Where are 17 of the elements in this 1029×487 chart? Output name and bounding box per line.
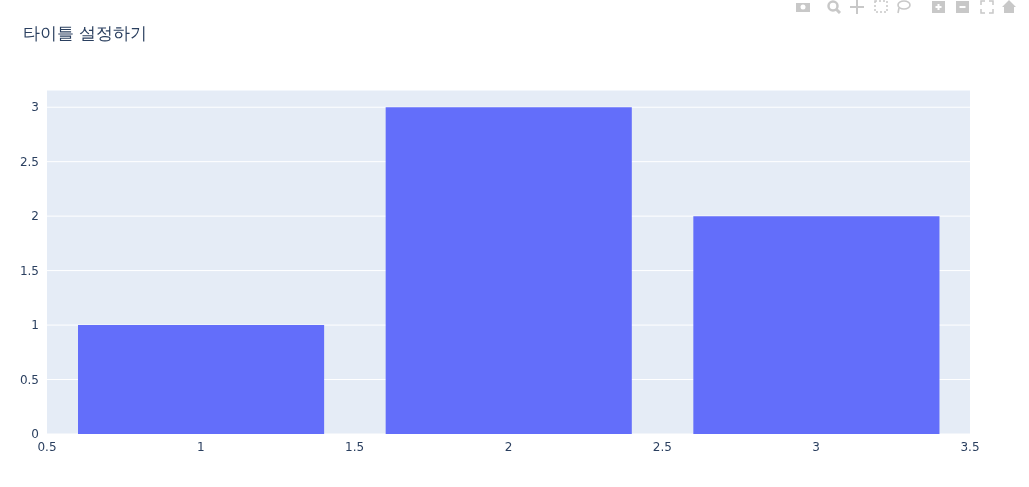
x-tick-label: 1.5 [345, 439, 365, 454]
y-tick-label: 0.5 [19, 372, 39, 387]
x-tick-label: 2.5 [652, 439, 672, 454]
bar [385, 107, 632, 434]
y-tick-label: 2 [31, 209, 39, 224]
x-tick-label: 1 [197, 439, 205, 454]
y-tick-label: 2.5 [19, 154, 39, 169]
x-tick-label: 2 [504, 439, 513, 454]
y-tick-label: 0 [31, 427, 39, 442]
x-tick-label: 3 [812, 439, 820, 454]
y-tick-label: 3 [31, 100, 39, 115]
bar [78, 325, 325, 434]
chart-title: 타이틀 설정하기 [23, 22, 148, 45]
y-tick-label: 1.5 [19, 263, 39, 278]
y-tick-label: 1 [31, 318, 39, 333]
bar [693, 216, 940, 434]
x-tick-label: 3.5 [960, 439, 980, 454]
